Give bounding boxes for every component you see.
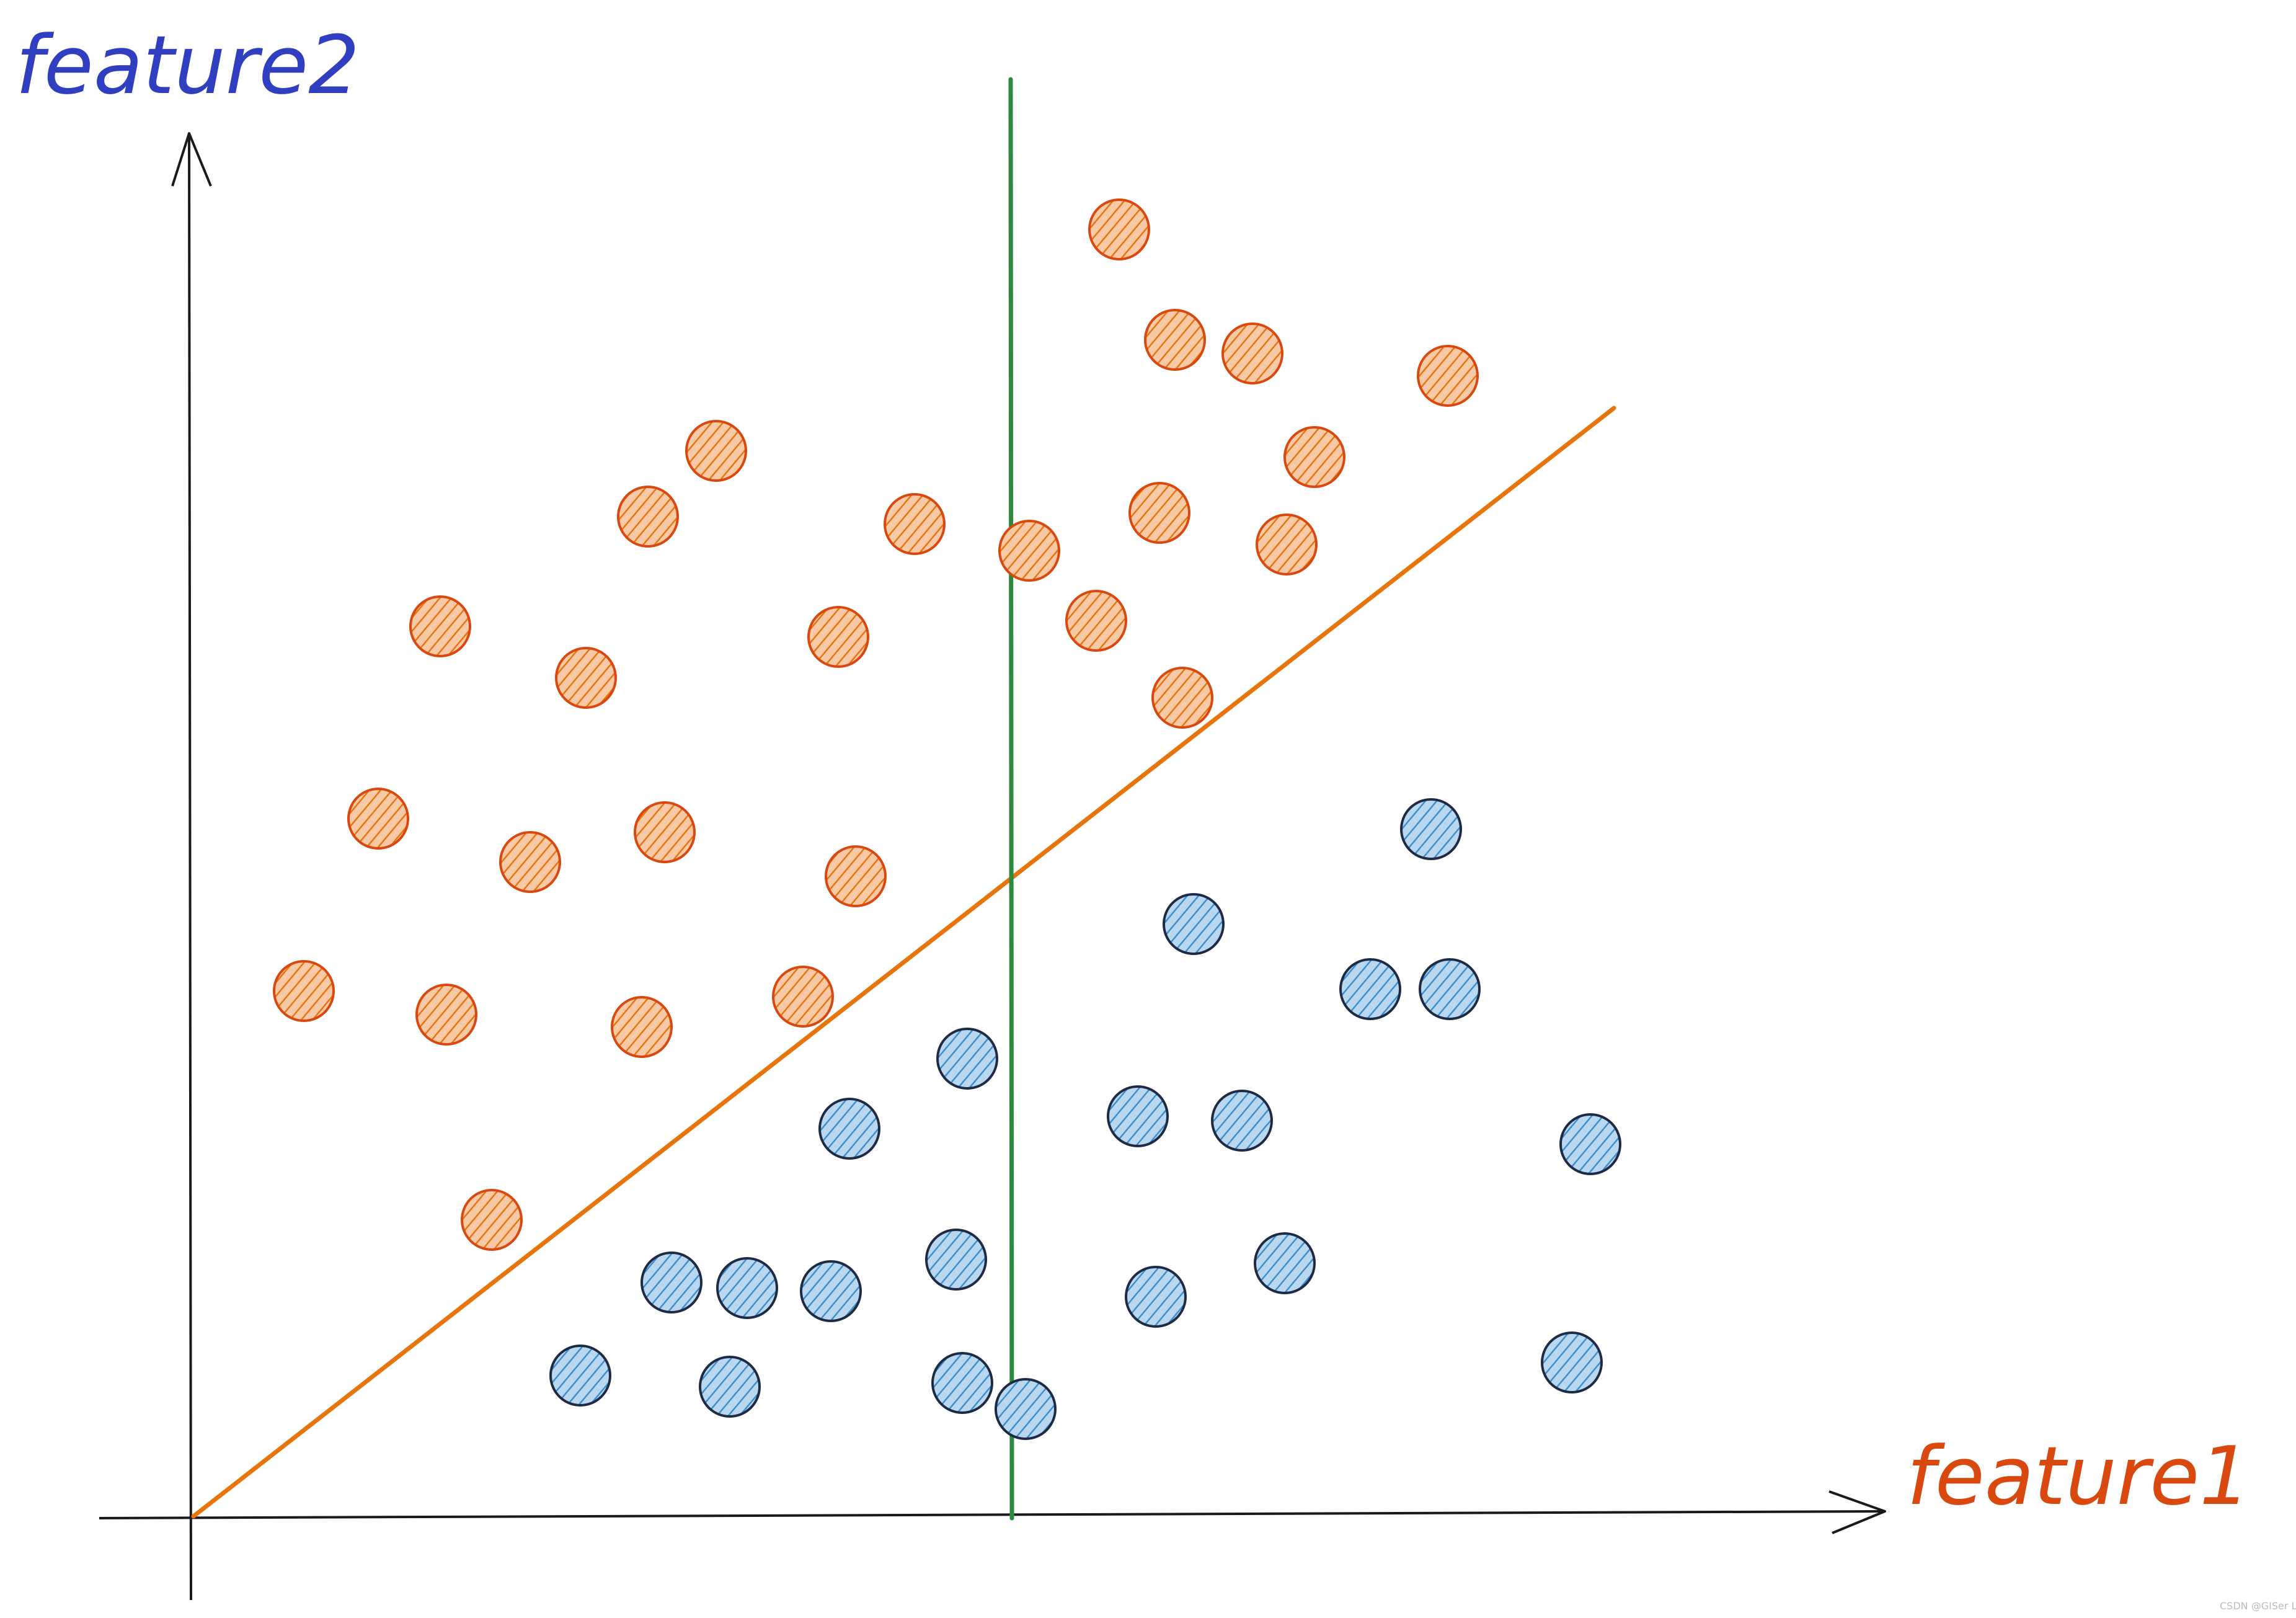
class-a-point-9 (1128, 482, 1190, 544)
class-b-point-16 (549, 1345, 611, 1407)
y-axis-label: feature2 (16, 18, 360, 112)
axes (99, 132, 1886, 1601)
class-b-point-14 (1254, 1232, 1316, 1294)
class-b-points (549, 798, 1621, 1440)
class-a-point-19 (634, 801, 696, 863)
class-a-points (273, 198, 1479, 1251)
class-a-point-25 (461, 1189, 523, 1251)
class-a-point-3 (1221, 322, 1283, 384)
vertical-decision-boundary (1008, 77, 1014, 1521)
class-b-point-6 (818, 1098, 880, 1160)
class-b-point-7 (1107, 1085, 1169, 1147)
class-a-point-21 (273, 960, 335, 1022)
class-a-point-14 (1065, 590, 1127, 652)
class-a-point-23 (611, 996, 673, 1058)
class-a-point-5 (685, 420, 747, 482)
class-a-point-22 (415, 984, 477, 1046)
class-a-point-7 (617, 486, 679, 548)
class-b-point-19 (995, 1378, 1057, 1440)
class-a-point-8 (884, 493, 946, 555)
class-a-point-13 (807, 606, 869, 668)
class-b-point-5 (936, 1028, 998, 1090)
class-b-point-15 (1125, 1266, 1187, 1328)
class-b-point-20 (1541, 1331, 1603, 1394)
x-axis-arrowhead (1828, 1490, 1886, 1534)
class-b-point-17 (699, 1356, 761, 1418)
y-axis-arrowhead (171, 132, 212, 187)
class-b-point-12 (800, 1260, 862, 1322)
class-b-point-8 (1211, 1090, 1273, 1152)
class-a-point-1 (1088, 198, 1150, 260)
y-axis-line (188, 133, 192, 1601)
class-a-point-18 (499, 831, 561, 893)
class-a-point-20 (825, 845, 887, 907)
class-b-point-2 (1163, 893, 1225, 955)
class-a-point-2 (1144, 309, 1206, 371)
class-a-point-17 (347, 788, 409, 850)
class-b-point-10 (640, 1251, 703, 1314)
diagonal-decision-boundary (191, 406, 1616, 1519)
class-b-point-3 (1339, 958, 1401, 1020)
class-a-point-4 (1417, 345, 1479, 407)
class-b-point-13 (925, 1229, 987, 1291)
class-b-point-18 (931, 1352, 993, 1414)
class-a-point-15 (555, 647, 617, 709)
class-b-point-1 (1400, 798, 1462, 860)
class-b-point-4 (1419, 958, 1481, 1020)
class-a-point-10 (1256, 513, 1318, 576)
class-a-point-12 (409, 595, 471, 657)
class-a-point-24 (772, 966, 834, 1028)
class-a-point-6 (1283, 426, 1345, 488)
class-b-point-11 (716, 1257, 778, 1319)
class-a-point-16 (1151, 667, 1213, 729)
class-a-point-11 (998, 520, 1060, 582)
x-axis-label: feature1 (1907, 1429, 2251, 1523)
x-axis-line (99, 1510, 1886, 1519)
watermark: CSDN @GISer Liu (2220, 1600, 2296, 1612)
class-b-point-9 (1559, 1113, 1621, 1175)
